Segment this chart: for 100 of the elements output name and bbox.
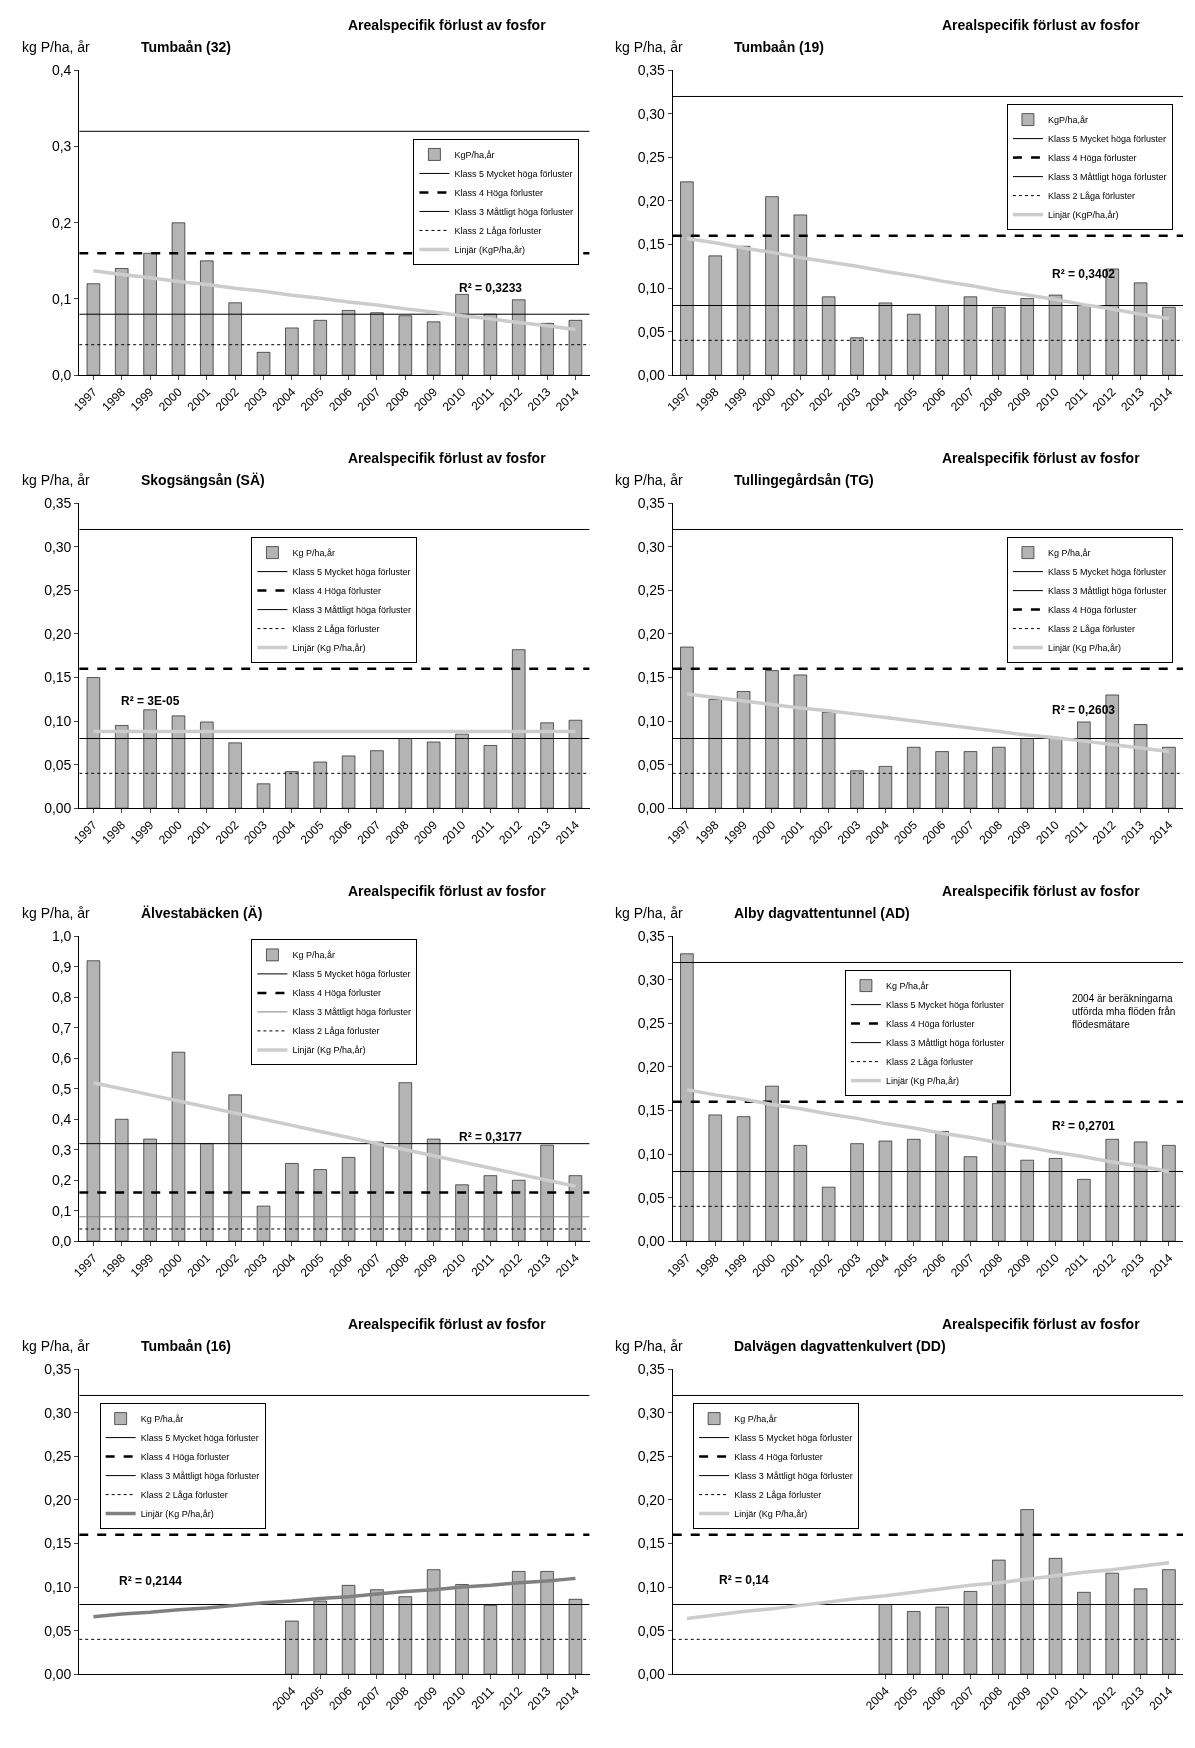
chart-subtitle: Dalvägen dagvattenkulvert (DD) — [734, 1338, 946, 1354]
legend-label: Klass 5 Mycket höga förluster — [292, 969, 411, 980]
legend-label: Klass 2 Låga förluster — [1047, 624, 1135, 635]
legend-label: Klass 3 Måttligt höga förluster — [1047, 586, 1167, 597]
annotation: R² = 0,3177 — [459, 1130, 523, 1144]
legend-label: Linjär (Kg P/ha,år) — [885, 1076, 959, 1087]
legend-label: Klass 5 Mycket höga förluster — [1047, 134, 1166, 145]
legend-label: Linjär (Kg P/ha,år) — [292, 643, 366, 654]
chart-title: Arealspecifik förlust av fosfor — [348, 1316, 547, 1332]
line-series — [685, 1087, 1171, 1174]
legend-label: Kg P/ha,år — [734, 1414, 777, 1425]
legend-label: Linjär (Kg P/ha,år) — [1047, 643, 1121, 654]
legend-label: Klass 2 Låga förluster — [140, 1490, 228, 1501]
y-tick-label: 0,20 — [637, 192, 666, 209]
y-tick-label: 0,00 — [637, 1666, 666, 1683]
legend-label: Kg P/ha,år — [140, 1414, 184, 1425]
y-tick-label: 0,15 — [637, 1102, 666, 1119]
y-tick-label: 0,10 — [637, 279, 666, 296]
y-tick-label: 0,35 — [44, 495, 72, 512]
y-tick-label: 0,25 — [44, 582, 72, 599]
y-tick-label: 0,10 — [637, 1145, 666, 1162]
chart-title: Arealspecifik förlust av fosfor — [348, 17, 547, 33]
legend-label: Linjär (Kg P/ha,år) — [734, 1509, 808, 1520]
legend-label: Klass 4 Höga förluster — [454, 187, 543, 198]
legend-label: Klass 2 Låga förluster — [885, 1057, 973, 1068]
annotation: 2004 är beräkningarna utförda mha flöden från flödesmätare — [1072, 993, 1176, 1030]
chart-title: Arealspecifik förlust av fosfor — [348, 450, 547, 466]
legend-label: Klass 4 Höga förluster — [734, 1452, 823, 1463]
legend-label: Klass 2 Låga förluster — [292, 1026, 380, 1037]
legend-label: Klass 5 Mycket höga förluster — [292, 567, 411, 578]
y-axis-title: kg P/ha, år — [615, 1338, 684, 1354]
chart-subtitle: Tumbaån (32) — [141, 39, 231, 55]
y-tick-label: 0,00 — [637, 800, 666, 817]
y-tick-label: 0,05 — [44, 756, 72, 773]
y-tick-label: 0,05 — [44, 1622, 72, 1639]
y-tick-label: 0,25 — [637, 1015, 666, 1032]
legend-label: Klass 5 Mycket höga förluster — [734, 1433, 853, 1444]
y-tick-label: 0,20 — [637, 625, 666, 642]
y-axis-title: kg P/ha, år — [615, 905, 684, 921]
y-tick-label: 0,8 — [51, 989, 72, 1006]
y-tick-label: 0,20 — [637, 1058, 666, 1075]
y-tick-label: 0,25 — [637, 149, 666, 166]
legend-label: Klass 5 Mycket höga förluster — [454, 168, 573, 179]
y-axis-title: kg P/ha, år — [22, 1338, 91, 1354]
y-tick-label: 0,25 — [44, 1448, 72, 1465]
y-tick-label: 0,10 — [44, 712, 72, 729]
legend-label: Linjär (KgP/ha,år) — [454, 244, 525, 255]
legend-label: Klass 3 Måttligt höga förluster — [1047, 172, 1167, 183]
y-tick-label: 0,00 — [637, 367, 666, 384]
legend-label: Klass 3 Måttligt höga förluster — [292, 605, 411, 616]
legend-label: KgP/ha,år — [454, 149, 495, 160]
y-tick-label: 0,30 — [637, 971, 666, 988]
legend-label: Klass 2 Låga förluster — [454, 225, 542, 236]
y-tick-label: 0,00 — [44, 1666, 72, 1683]
legend-label: Klass 4 Höga förluster — [140, 1452, 230, 1463]
y-tick-label: 0,05 — [637, 1189, 666, 1206]
annotation: R² = 0,3402 — [1052, 267, 1116, 281]
chart-subtitle: Alby dagvattentunnel (AD) — [734, 905, 910, 921]
y-tick-label: 0,15 — [44, 1535, 72, 1552]
y-tick-label: 0,3 — [51, 138, 72, 155]
line-series — [685, 236, 1171, 321]
y-tick-label: 0,2 — [51, 1172, 72, 1189]
y-tick-label: 0,25 — [637, 1448, 666, 1465]
line-series — [685, 692, 1171, 754]
chart-title: Arealspecifik förlust av fosfor — [942, 17, 1141, 33]
y-tick-label: 0,35 — [44, 1361, 72, 1378]
line-series — [685, 1560, 1171, 1621]
annotation: R² = 3E-05 — [121, 694, 180, 708]
legend-label: Klass 3 Måttligt höga förluster — [454, 206, 573, 217]
y-tick-label: 0,3 — [51, 1141, 72, 1158]
line-series — [91, 269, 578, 332]
y-tick-label: 0,0 — [51, 1233, 72, 1250]
legend-label: Klass 3 Måttligt höga förluster — [140, 1471, 260, 1482]
y-tick-label: 0,4 — [51, 62, 72, 79]
y-tick-label: 0,7 — [51, 1019, 72, 1036]
y-tick-label: 0,05 — [637, 756, 666, 773]
line-series — [91, 1576, 578, 1619]
chart-title: Arealspecifik förlust av fosfor — [942, 450, 1141, 466]
y-tick-label: 0,30 — [44, 538, 72, 555]
y-tick-label: 0,35 — [637, 62, 666, 79]
annotation: R² = 0,2701 — [1052, 1119, 1116, 1133]
y-axis-title: kg P/ha, år — [22, 905, 91, 921]
legend-label: Klass 5 Mycket höga förluster — [140, 1433, 259, 1444]
y-tick-label: 0,5 — [51, 1080, 72, 1097]
y-axis-title: kg P/ha, år — [22, 472, 91, 488]
y-tick-label: 0,35 — [637, 928, 666, 945]
legend-label: Klass 2 Låga förluster — [1047, 191, 1135, 202]
chart-subtitle: Skogsängsån (SÄ) — [141, 472, 265, 488]
legend-label: Klass 2 Låga förluster — [734, 1490, 822, 1501]
y-tick-label: 0,30 — [44, 1404, 72, 1421]
legend-label: Kg P/ha,år — [292, 950, 335, 961]
y-tick-label: 0,05 — [637, 1622, 666, 1639]
legend-label: Klass 3 Måttligt höga förluster — [292, 1007, 411, 1018]
legend-label: Linjär (Kg P/ha,år) — [140, 1509, 214, 1520]
y-tick-label: 0,00 — [637, 1233, 666, 1250]
y-tick-label: 0,30 — [637, 1404, 666, 1421]
chart-title: Arealspecifik förlust av fosfor — [942, 883, 1141, 899]
legend-label: Linjär (Kg P/ha,år) — [292, 1045, 366, 1056]
chart-subtitle: Tumbaån (19) — [734, 39, 824, 55]
annotation: R² = 0,2144 — [119, 1574, 183, 1588]
